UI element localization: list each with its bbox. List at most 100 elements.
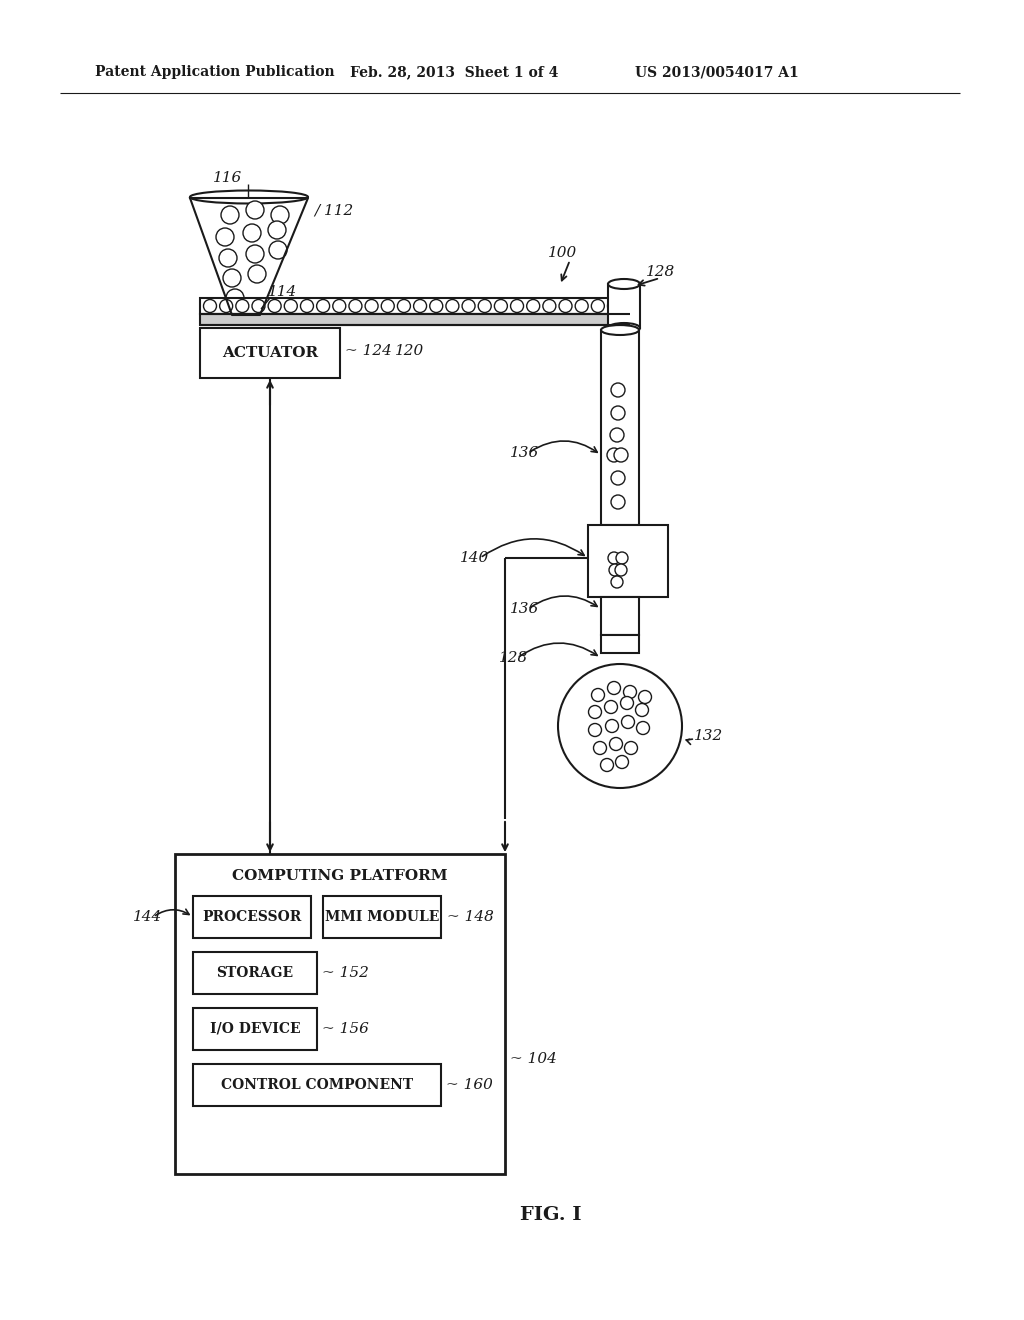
Text: I/O DEVICE: I/O DEVICE [210,1022,300,1036]
Bar [323,896,441,939]
Circle shape [609,564,621,576]
Circle shape [414,300,427,313]
Text: 136: 136 [510,602,540,616]
Circle shape [236,300,249,313]
Circle shape [575,300,588,313]
Text: 132: 132 [694,729,723,743]
Bar [601,330,639,525]
Text: Feb. 28, 2013  Sheet 1 of 4: Feb. 28, 2013 Sheet 1 of 4 [350,65,558,79]
Text: 128: 128 [499,651,528,665]
Text: / 112: / 112 [314,203,353,216]
Circle shape [624,685,637,698]
Ellipse shape [601,325,639,335]
Bar [193,952,317,994]
Circle shape [607,681,621,694]
Circle shape [611,471,625,484]
Text: US 2013/0054017 A1: US 2013/0054017 A1 [635,65,799,79]
Circle shape [268,300,282,313]
Circle shape [559,300,572,313]
Circle shape [430,300,442,313]
Text: ~ 152: ~ 152 [322,966,369,979]
Text: FIG. I: FIG. I [520,1206,582,1224]
Circle shape [381,300,394,313]
Text: Patent Application Publication: Patent Application Publication [95,65,335,79]
Circle shape [591,300,604,313]
Ellipse shape [608,279,640,289]
Circle shape [543,300,556,313]
Circle shape [639,690,651,704]
Circle shape [615,564,627,576]
Text: STORAGE: STORAGE [216,966,294,979]
Circle shape [600,759,613,771]
Circle shape [216,228,234,246]
Circle shape [221,206,239,224]
Text: 128: 128 [646,265,675,279]
Text: ACTUATOR: ACTUATOR [222,346,318,360]
Circle shape [526,300,540,313]
Circle shape [608,552,620,564]
Circle shape [589,705,601,718]
Circle shape [252,300,265,313]
Circle shape [462,300,475,313]
Circle shape [397,300,411,313]
Circle shape [607,300,621,313]
Bar [608,284,640,327]
Bar [193,1008,317,1049]
Circle shape [226,289,244,308]
Circle shape [604,701,617,714]
Circle shape [637,722,649,734]
Text: MMI MODULE: MMI MODULE [325,909,439,924]
Bar [588,525,668,597]
Circle shape [246,246,264,263]
Circle shape [605,719,618,733]
Circle shape [333,300,346,313]
Text: ~ 160: ~ 160 [446,1078,493,1092]
Circle shape [271,206,289,224]
Circle shape [366,300,378,313]
Circle shape [223,269,241,286]
Circle shape [611,383,625,397]
Text: ~ 104: ~ 104 [510,1052,557,1067]
Circle shape [204,300,216,313]
Circle shape [243,224,261,242]
Circle shape [220,300,232,313]
Circle shape [589,723,601,737]
Circle shape [610,428,624,442]
Bar [237,310,259,322]
Text: ~ 124: ~ 124 [345,345,392,358]
Text: 136: 136 [510,446,540,459]
Text: CONTROL COMPONENT: CONTROL COMPONENT [221,1078,413,1092]
Circle shape [269,242,287,259]
Text: ~ 156: ~ 156 [322,1022,369,1036]
Circle shape [316,300,330,313]
Circle shape [558,664,682,788]
Circle shape [616,552,628,564]
Circle shape [621,697,634,710]
Circle shape [268,220,286,239]
Circle shape [248,265,266,282]
Circle shape [607,447,621,462]
Bar [601,597,639,635]
Text: 144: 144 [133,909,162,924]
Text: 114: 114 [268,285,297,300]
Circle shape [615,755,629,768]
Bar [193,896,311,939]
Circle shape [636,704,648,717]
Text: 140: 140 [460,550,489,565]
Circle shape [625,742,638,755]
Circle shape [592,689,604,701]
Ellipse shape [608,323,640,333]
Text: 120: 120 [395,345,424,358]
Circle shape [611,495,625,510]
Ellipse shape [190,190,308,203]
Circle shape [611,576,623,587]
Circle shape [445,300,459,313]
Bar [200,298,620,314]
Circle shape [614,447,628,462]
Circle shape [300,300,313,313]
Circle shape [246,201,264,219]
Bar [601,635,639,653]
Bar [193,1064,441,1106]
Circle shape [495,300,507,313]
Text: COMPUTING PLATFORM: COMPUTING PLATFORM [232,869,447,883]
